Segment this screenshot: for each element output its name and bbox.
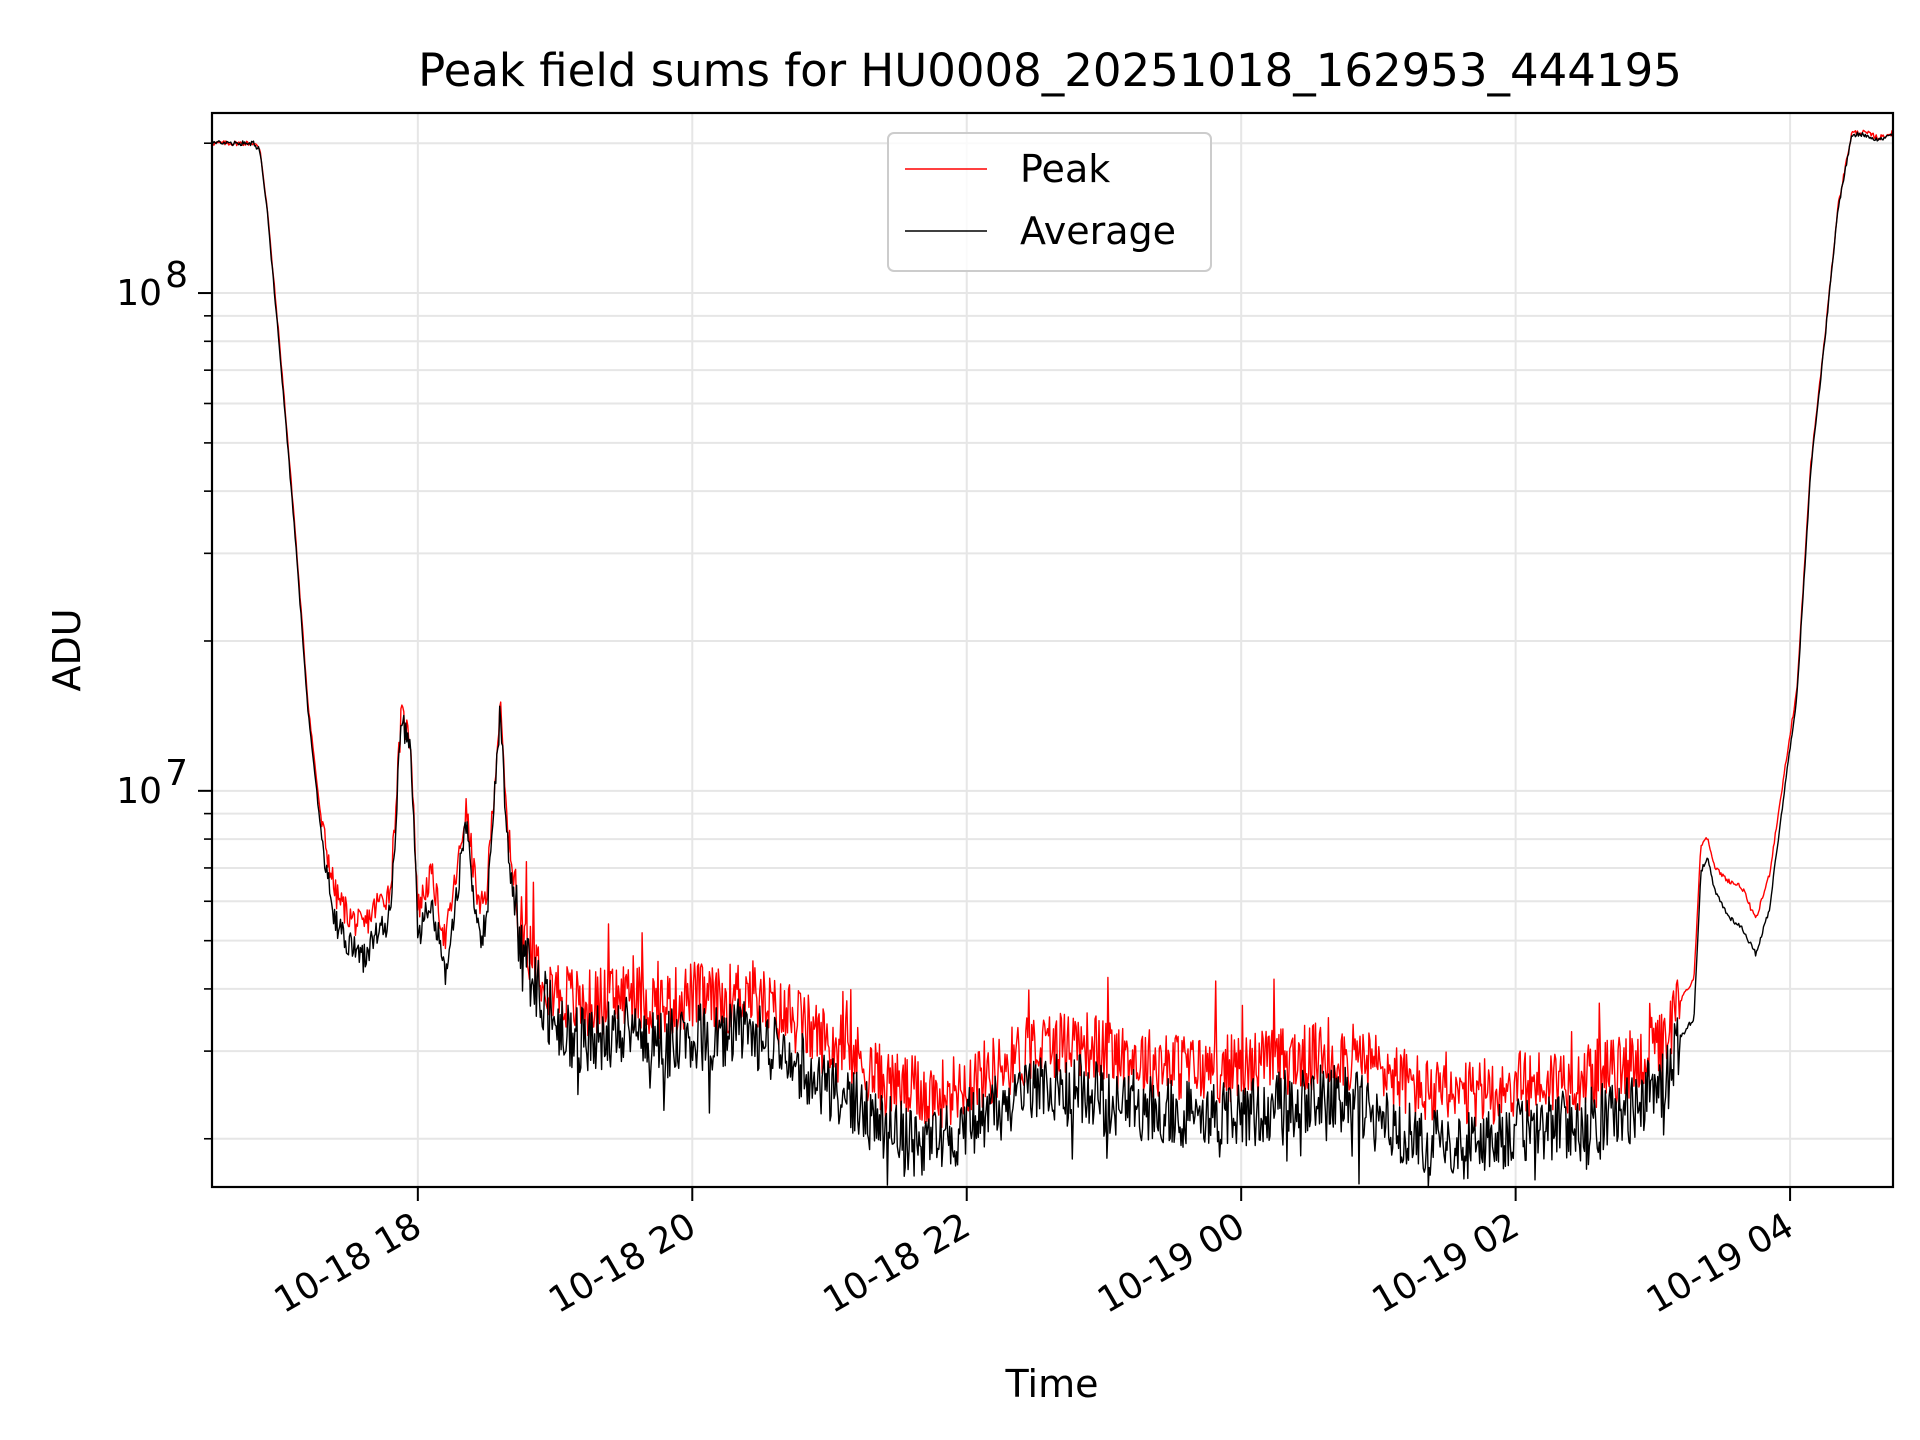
legend: Peak Average [887,132,1212,272]
y-tick-label: 10 [116,273,162,314]
legend-box [887,132,1212,272]
series-layer [211,129,1894,1188]
grid-lines [212,113,1893,1187]
chart-title: Peak field sums for HU0008_20251018_1629… [418,44,1682,97]
series-line-peak [211,129,1894,1129]
legend-label-peak: Peak [1020,147,1110,191]
y-tick-exponent: 7 [165,753,188,794]
series-line-average [211,131,1894,1188]
y-axis-label: ADU [45,608,89,691]
y-tick-exponent: 8 [165,255,188,296]
x-tick-label: 10-19 00 [1091,1205,1252,1321]
x-tick-label: 10-18 22 [817,1205,978,1321]
x-axis-label: Time [1005,1362,1099,1406]
legend-label-average: Average [1020,209,1176,253]
x-axis-ticks: 10-18 18 10-18 20 10-18 22 10-19 00 10-19 02… [268,1187,1801,1322]
x-tick-label: 10-18 18 [268,1205,429,1321]
plot-frame [210,111,1895,1189]
x-tick-label: 10-18 20 [542,1205,703,1321]
x-tick-label: 10-19 04 [1640,1205,1801,1321]
y-tick-label: 10 [116,771,162,812]
x-tick-label: 10-19 02 [1365,1205,1526,1321]
